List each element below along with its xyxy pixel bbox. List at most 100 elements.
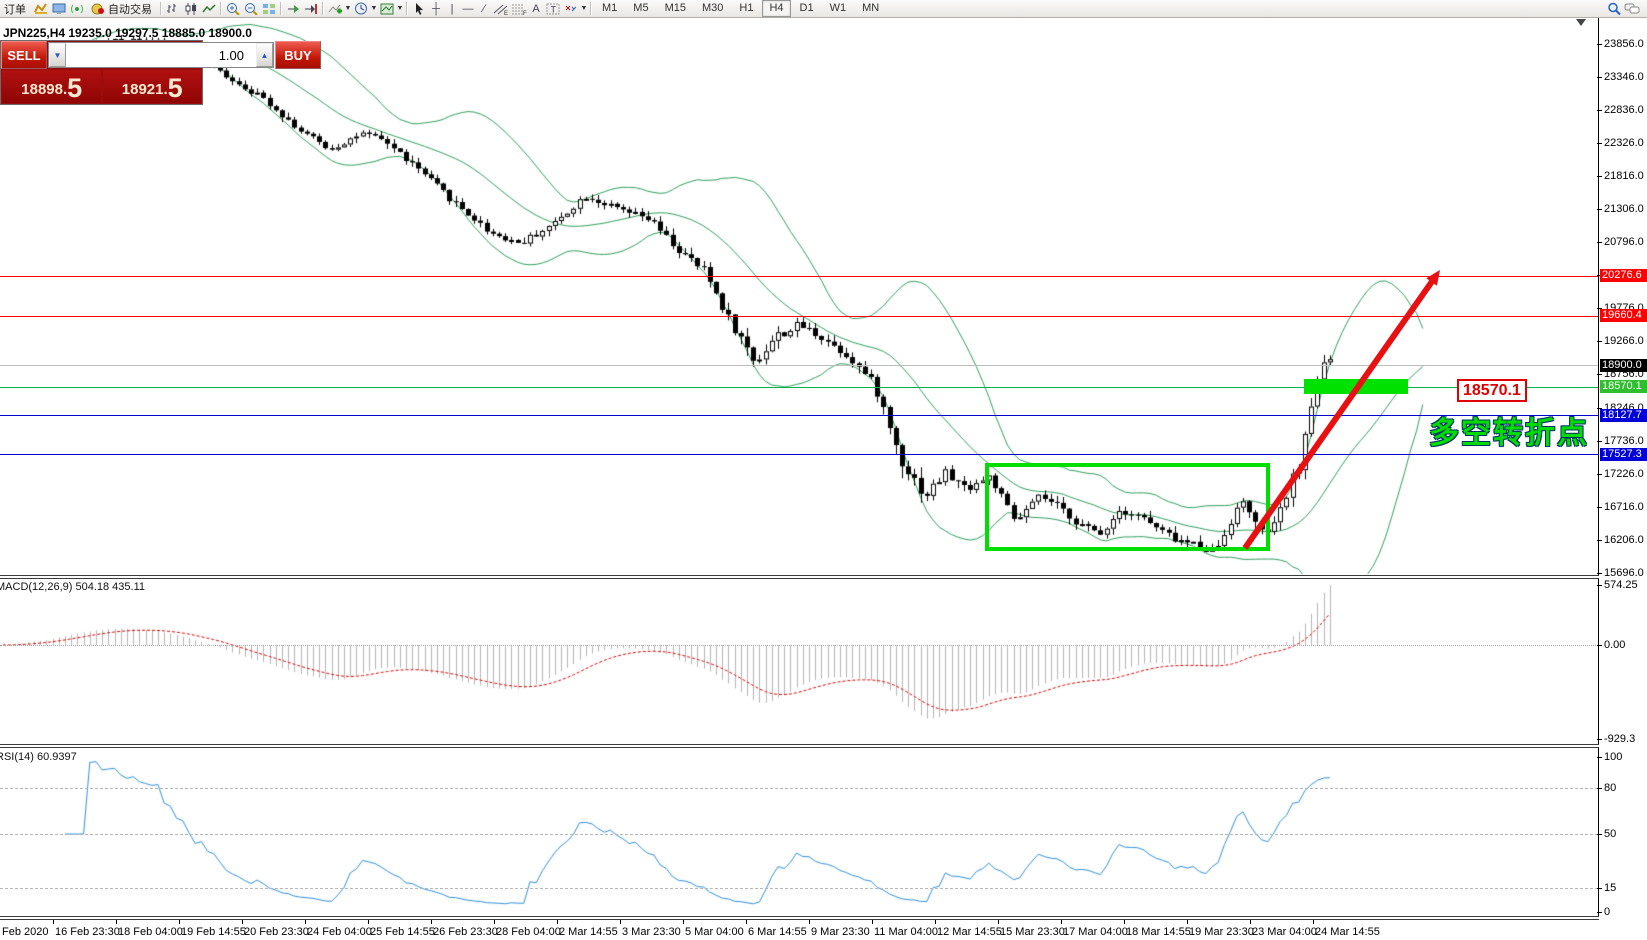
time-axis-label: 23 Mar 04:00	[1252, 926, 1317, 938]
arrows-tool-icon[interactable]	[562, 1, 580, 16]
line-chart-icon[interactable]	[200, 1, 218, 16]
search-icon[interactable]	[1605, 1, 1623, 16]
new-order-button[interactable]: 订单	[0, 0, 32, 17]
chart-shift-marker[interactable]	[1576, 19, 1586, 26]
zoom-out-icon[interactable]	[242, 1, 260, 16]
signal-icon[interactable]	[68, 1, 86, 16]
rsi-axis-label: 50	[1604, 828, 1617, 840]
time-axis-tick-mark	[809, 920, 810, 924]
timeframe-button-h1[interactable]: H1	[739, 2, 754, 14]
periods-icon[interactable]	[352, 1, 370, 16]
time-axis-label: 3 Mar 23:30	[622, 926, 681, 938]
price-level-line[interactable]	[0, 454, 1598, 456]
chart-window-icon[interactable]	[32, 1, 50, 16]
timeframe-button-mn[interactable]: MN	[862, 2, 880, 14]
rsi-axis-tick-mark	[1597, 787, 1602, 789]
price-axis-tick: 16206.0	[1604, 533, 1644, 546]
indicators-icon[interactable]	[326, 1, 344, 16]
time-axis-label: 19 Mar 23:30	[1189, 926, 1254, 938]
volume-decrease-button[interactable]: ▼	[49, 43, 66, 67]
fibonacci-icon[interactable]: F	[510, 1, 528, 16]
price-axis-tick: 20796.0	[1604, 236, 1644, 249]
autotrade-button[interactable]: 自动交易	[86, 0, 158, 17]
templates-dropdown-arrow[interactable]: ▼	[396, 5, 404, 12]
time-axis-tick-mark	[1313, 920, 1314, 924]
price-axis-tick-mark	[1597, 308, 1602, 310]
price-level-line[interactable]	[0, 415, 1598, 417]
pane-splitter[interactable]	[0, 575, 1599, 579]
time-axis-tick-mark	[368, 920, 369, 924]
price-axis-tick-mark	[1597, 473, 1602, 475]
text-label-icon[interactable]: T	[544, 1, 562, 16]
time-axis-tick-mark	[242, 920, 243, 924]
volume-stepper: ▼ ▲	[48, 42, 274, 68]
zoom-in-icon[interactable]	[224, 1, 242, 16]
tile-windows-icon[interactable]	[260, 1, 278, 16]
horizontal-line-icon[interactable]: —	[462, 2, 474, 15]
candlestick-chart-icon[interactable]	[182, 1, 200, 16]
price-level-line[interactable]	[0, 275, 1598, 277]
pane-splitter[interactable]	[0, 744, 1599, 748]
price-axis-tick-mark	[1597, 77, 1602, 79]
time-axis-label: 2 Mar 14:55	[559, 926, 618, 938]
cn-annotation-text[interactable]: 多空转折点	[1429, 417, 1589, 450]
timeframe-button-d1[interactable]: D1	[799, 2, 814, 14]
time-axis-tick-mark	[305, 920, 306, 924]
price-axis-tick-mark	[1597, 539, 1602, 541]
timeframe-button-m15[interactable]: M15	[664, 2, 686, 14]
consolidation-box-annotation[interactable]	[985, 462, 1270, 552]
timeframe-button-m30[interactable]: M30	[701, 2, 724, 14]
time-axis-tick-mark	[116, 920, 117, 924]
chart-shift-icon[interactable]	[302, 1, 320, 16]
arrows-dropdown-arrow[interactable]: ▼	[580, 5, 588, 12]
volume-input[interactable]	[66, 43, 256, 67]
macd-axis-label: 0.00	[1604, 639, 1626, 651]
price-axis-tick-mark	[1597, 242, 1602, 244]
support-level-bar-annotation[interactable]	[1304, 379, 1408, 395]
price-level-line[interactable]	[0, 315, 1598, 317]
time-axis-label: 18 Feb 04:00	[118, 926, 183, 938]
time-axis-label: 17 Mar 04:00	[1063, 926, 1128, 938]
new-order-label: 订单	[4, 3, 26, 16]
time-axis-label: 11 Mar 04:00	[874, 926, 939, 938]
time-axis-label: 15 Mar 23:30	[1000, 926, 1065, 938]
price-level-line[interactable]	[0, 386, 1598, 388]
chat-icon[interactable]	[1623, 1, 1641, 16]
periods-dropdown-arrow[interactable]: ▼	[370, 5, 378, 12]
indicators-dropdown-arrow[interactable]: ▼	[344, 5, 352, 12]
buy-button[interactable]: BUY	[275, 41, 321, 69]
text-icon[interactable]: A	[532, 2, 540, 15]
macd-zero-line	[0, 645, 1598, 646]
volume-increase-button[interactable]: ▲	[256, 43, 273, 67]
timeframe-button-h4[interactable]: H4	[762, 0, 791, 17]
templates-icon[interactable]	[378, 1, 396, 16]
svg-text:T: T	[551, 4, 557, 14]
price-callout-label[interactable]: 18570.1	[1457, 379, 1527, 402]
time-axis-label: 24 Feb 04:00	[307, 926, 372, 938]
crosshair-icon[interactable]: ┼	[432, 2, 440, 15]
price-axis-tag: 18570.1	[1600, 380, 1647, 394]
trendline-icon[interactable]: ∕	[483, 2, 485, 15]
bar-chart-icon[interactable]	[164, 1, 182, 16]
price-axis-tag: 18127.7	[1600, 408, 1647, 422]
sell-price-display: 18898. 5	[2, 70, 101, 103]
terminal-icon[interactable]	[50, 1, 68, 16]
cursor-icon[interactable]	[410, 1, 428, 16]
price-axis-tag: 19660.4	[1600, 309, 1647, 323]
timeframe-button-w1[interactable]: W1	[829, 2, 847, 14]
timeframe-button-m1[interactable]: M1	[602, 2, 618, 14]
price-axis-tick: 17226.0	[1604, 467, 1644, 480]
timeframe-button-m5[interactable]: M5	[633, 2, 649, 14]
time-axis-tick-mark	[557, 920, 558, 924]
auto-scroll-icon[interactable]	[284, 1, 302, 16]
vertical-line-icon[interactable]: |	[450, 2, 454, 15]
equidistant-channel-icon[interactable]: E	[492, 1, 510, 16]
sell-button[interactable]: SELL	[1, 41, 47, 69]
rsi-level-line	[0, 834, 1598, 835]
macd-axis-tick-mark	[1597, 585, 1602, 587]
price-level-line[interactable]	[0, 365, 1598, 367]
time-axis-border	[0, 916, 1599, 920]
time-axis-tick-mark	[1124, 920, 1125, 924]
